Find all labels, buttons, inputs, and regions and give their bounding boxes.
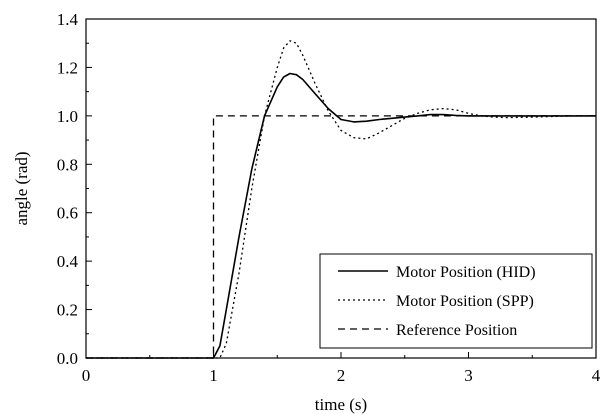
legend-label-3: Reference Position — [396, 322, 517, 339]
legend-box — [319, 253, 593, 349]
x-tick-label: 3 — [464, 366, 473, 385]
series-line-3 — [86, 115, 596, 359]
x-tick-label: 0 — [82, 366, 91, 385]
x-axis: 0 1 2 3 4 — [82, 352, 601, 385]
series-layer — [86, 40, 596, 359]
x-tick-label: 2 — [337, 366, 346, 385]
y-tick-label: 1.2 — [57, 58, 78, 77]
legend-label-1: Motor Position (HID) — [396, 264, 536, 281]
y-tick-label: 0.2 — [57, 301, 78, 320]
x-axis-title: time (s) — [315, 395, 367, 414]
y-tick-label: 1.4 — [57, 10, 79, 29]
y-tick-label: 0.4 — [57, 252, 79, 271]
y-tick-label: 0.6 — [57, 204, 78, 223]
series-line-2 — [86, 40, 596, 359]
y-axis: 0.0 0.2 0.4 0.6 0.8 1.0 1.2 1.4 — [57, 10, 92, 368]
legend: Motor Position (HID) Motor Position (SPP)… — [319, 253, 593, 349]
y-tick-label: 1.0 — [57, 107, 78, 126]
y-tick-label: 0.0 — [57, 349, 78, 368]
x-tick-label: 1 — [209, 366, 218, 385]
x-tick-label: 4 — [592, 366, 601, 385]
legend-label-2: Motor Position (SPP) — [396, 293, 534, 310]
y-tick-label: 0.8 — [57, 155, 78, 174]
y-axis-title: angle (rad) — [12, 151, 31, 225]
